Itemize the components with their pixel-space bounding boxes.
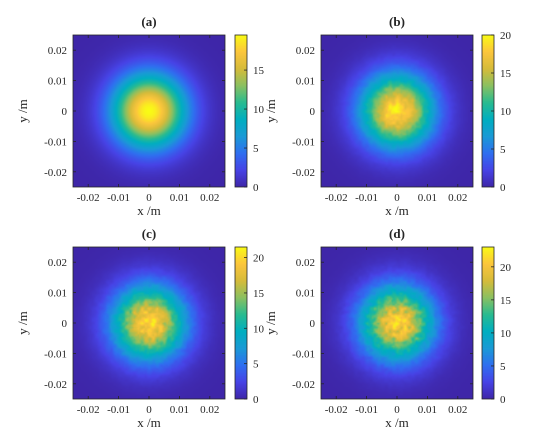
x-tick-label: 0.02 [448, 404, 467, 416]
x-tick-label: 0 [146, 192, 152, 204]
x-tick-label: -0.02 [77, 192, 100, 204]
colorbar [235, 35, 247, 187]
colorbar [482, 247, 494, 399]
colorbar [235, 247, 247, 399]
y-tick-label: -0.01 [292, 348, 315, 360]
intensity-heatmap [73, 247, 225, 399]
y-tick-label: -0.01 [44, 348, 67, 360]
y-tick-label: 0 [310, 106, 316, 118]
x-tick-label: 0 [394, 192, 400, 204]
panel-title: (c) [142, 226, 156, 241]
colorbar-tick-label: 15 [253, 65, 265, 77]
colorbar-tick-label: 10 [253, 104, 265, 116]
x-tick-label: 0.01 [170, 192, 189, 204]
y-tick-label: 0 [310, 318, 316, 330]
colorbar-tick-label: 5 [500, 144, 506, 156]
y-tick-label: -0.02 [292, 379, 315, 391]
x-axis-label: x /m [385, 203, 408, 218]
y-tick-label: 0.02 [296, 45, 315, 57]
colorbar-frame [234, 34, 248, 188]
colorbar-tick-label: 0 [500, 394, 506, 406]
intensity-heatmap [321, 35, 473, 187]
panel-title: (b) [389, 14, 405, 29]
panel-title: (d) [389, 226, 405, 241]
x-tick-label: -0.02 [325, 192, 348, 204]
y-tick-label: -0.02 [44, 379, 67, 391]
y-axis-label: y /m [15, 311, 30, 334]
intensity-heatmap [73, 35, 225, 187]
colorbar-tick-label: 5 [253, 359, 259, 371]
y-axis-label: y /m [263, 99, 278, 122]
y-tick-label: 0.01 [48, 288, 67, 300]
y-tick-label: 0.01 [48, 76, 67, 88]
y-tick-label: -0.01 [44, 136, 67, 148]
y-tick-label: 0.02 [48, 45, 67, 57]
colorbar-tick-label: 15 [253, 288, 265, 300]
x-tick-label: 0.01 [418, 192, 437, 204]
colorbar-tick-label: 5 [253, 143, 259, 155]
x-tick-label: 0.02 [448, 192, 467, 204]
x-axis-label: x /m [385, 415, 408, 430]
x-tick-label: -0.01 [107, 404, 130, 416]
x-tick-label: 0.01 [418, 404, 437, 416]
x-tick-label: -0.01 [355, 404, 378, 416]
x-tick-label: 0.02 [200, 192, 219, 204]
x-tick-label: 0.01 [170, 404, 189, 416]
x-tick-label: 0 [394, 404, 400, 416]
intensity-heatmap [321, 247, 473, 399]
colorbar-tick-label: 0 [253, 394, 259, 406]
colorbar-tick-label: 10 [500, 106, 512, 118]
colorbar-tick-label: 20 [253, 253, 265, 265]
colorbar-frame [234, 246, 248, 400]
y-tick-label: 0.01 [296, 76, 315, 88]
x-tick-label: 0 [146, 404, 152, 416]
heatmap-panel: (a) -0.02 -0.01 0 0.01 0.02 0.02 0.01 0 -0.01 -0.0… [15, 14, 265, 218]
y-tick-label: -0.02 [292, 167, 315, 179]
y-tick-label: 0.02 [48, 257, 67, 269]
y-tick-label: 0.02 [296, 257, 315, 269]
y-tick-label: -0.02 [44, 167, 67, 179]
y-tick-label: -0.01 [292, 136, 315, 148]
x-tick-label: -0.01 [107, 192, 130, 204]
colorbar-tick-label: 20 [500, 262, 512, 274]
x-axis-label: x /m [137, 203, 160, 218]
y-tick-label: 0.01 [296, 288, 315, 300]
heatmap-panel: (d) -0.02 -0.01 0 0.01 0.02 0.02 0.01 0 -0.01 -0.0… [263, 226, 512, 430]
colorbar-tick-label: 10 [253, 323, 265, 335]
y-axis-label: y /m [15, 99, 30, 122]
y-tick-label: 0 [62, 106, 68, 118]
heatmap-panel: (b) -0.02 -0.01 0 0.01 0.02 0.02 0.01 0 -0.01 -0.0… [263, 14, 512, 218]
x-tick-label: -0.02 [325, 404, 348, 416]
x-tick-label: -0.01 [355, 192, 378, 204]
colorbar-tick-label: 15 [500, 68, 512, 80]
colorbar-tick-label: 0 [253, 182, 259, 194]
colorbar-tick-label: 10 [500, 328, 512, 340]
x-axis-label: x /m [137, 415, 160, 430]
x-tick-label: 0.02 [200, 404, 219, 416]
y-tick-label: 0 [62, 318, 68, 330]
colorbar-tick-label: 0 [500, 182, 506, 194]
y-axis-label: y /m [263, 311, 278, 334]
panel-title: (a) [141, 14, 156, 29]
colorbar-frame [481, 246, 495, 400]
x-tick-label: -0.02 [77, 404, 100, 416]
heatmap-panel: (c) -0.02 -0.01 0 0.01 0.02 0.02 0.01 0 -0.01 -0.0… [15, 226, 265, 430]
colorbar-tick-label: 5 [500, 361, 506, 373]
colorbar-tick-label: 15 [500, 295, 512, 307]
colorbar-tick-label: 20 [500, 30, 512, 42]
